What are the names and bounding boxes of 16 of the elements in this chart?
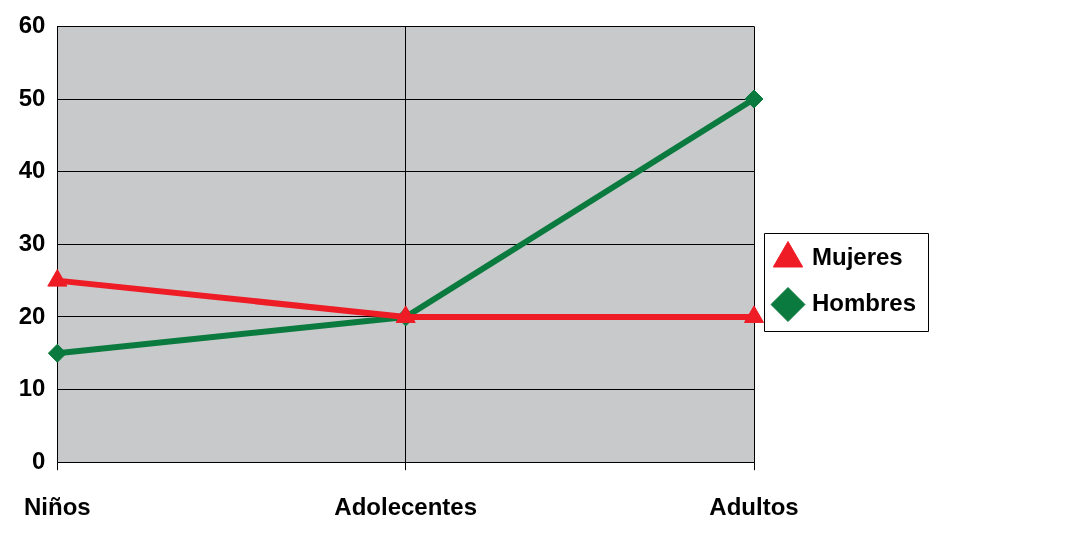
legend-label: Hombres bbox=[812, 289, 917, 317]
y-tick-label: 40 bbox=[18, 156, 46, 184]
y-tick-label: 60 bbox=[18, 11, 46, 39]
y-tick-label: 20 bbox=[18, 301, 46, 329]
point bbox=[395, 305, 416, 323]
y-tick-label: 0 bbox=[31, 446, 46, 474]
point bbox=[47, 269, 68, 287]
point bbox=[743, 305, 765, 323]
x-tick-label: Adultos bbox=[709, 493, 799, 521]
y-tick-label: 30 bbox=[18, 228, 46, 256]
x-tick-label: Niños bbox=[24, 493, 91, 521]
legend-label: Mujeres bbox=[812, 243, 903, 271]
point bbox=[744, 89, 764, 109]
y-tick-label: 10 bbox=[18, 374, 46, 402]
y-tick-label: 50 bbox=[18, 83, 46, 111]
x-tick-label: Adolecentes bbox=[334, 493, 478, 521]
